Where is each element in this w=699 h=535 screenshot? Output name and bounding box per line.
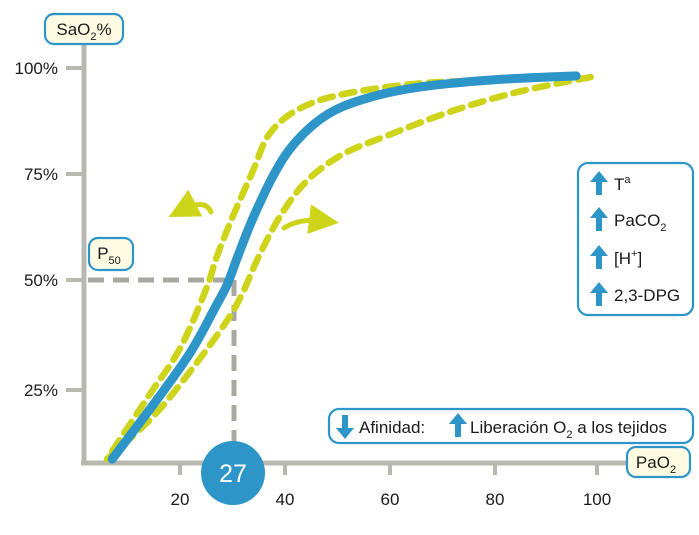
liberacion-text: Liberación O2 a los tejidos [470, 418, 667, 441]
x-axis-title-box [625, 445, 692, 479]
x-tick-label-40: 40 [276, 490, 295, 509]
legend-item-temperature-sup: a [624, 174, 631, 186]
afinidad-text: Afinidad: [359, 418, 425, 437]
annotation-box [327, 407, 695, 445]
down-arrow-icon [336, 415, 354, 439]
liberacion-main: Liberación O [470, 418, 566, 437]
up-arrow-icon [590, 207, 608, 231]
right-shift-factors-legend: Ta PaCO2 [H+] 2,3-DPG [576, 161, 695, 317]
up-arrow-icon [449, 413, 467, 437]
y-axis-title-main: SaO [56, 20, 90, 39]
legend-box [576, 161, 695, 317]
y-axis-title-sub: 2 [90, 31, 96, 43]
p50-label-main: P [97, 244, 108, 263]
x-tick-label-60: 60 [381, 490, 400, 509]
p50-label-sub: 50 [109, 255, 121, 267]
y-ticks: 25% 50% 75% 100% [15, 59, 84, 400]
y-axis-title-text: SaO2% [56, 20, 111, 43]
x-axis-title-sub: 2 [670, 464, 676, 476]
left-shift-arrow [168, 189, 214, 217]
p50-label: P50 [87, 236, 135, 272]
legend-item-hydrogen-ion-suffix: ] [637, 249, 642, 268]
x-tick-label-20: 20 [171, 490, 190, 509]
legend-item-paco2: PaCO2 [590, 207, 666, 234]
legend-item-hydrogen-ion-sup: + [631, 248, 637, 260]
legend-item-paco2-text: PaCO2 [614, 211, 666, 234]
x-ticks: 20 40 60 80 100 [171, 463, 611, 509]
liberacion-sub: 2 [566, 429, 572, 441]
affinity-annotation: Afinidad: Liberación O2 a los tejidos [327, 407, 695, 445]
shift-arrows [168, 189, 339, 235]
up-arrow-icon [590, 171, 608, 195]
p50-label-text: P50 [97, 244, 121, 267]
main-dissociation-curve [107, 71, 581, 464]
p50-x-marker-circle [201, 441, 265, 505]
x-axis-title: PaO2 [625, 445, 692, 479]
y-axis-title: SaO2% [43, 12, 125, 46]
x-tick-label-80: 80 [486, 490, 505, 509]
legend-item-temperature-main: T [614, 175, 624, 194]
y-tick-label-50: 50% [24, 271, 58, 290]
y-axis-title-box [43, 12, 125, 46]
legend-item-temperature: Ta [590, 171, 631, 195]
legend-item-hydrogen-ion-text: [H+] [614, 248, 642, 268]
legend-item-hydrogen-ion-main: [H [614, 249, 631, 268]
y-tick-label-100: 100% [15, 59, 58, 78]
x-axis-title-main: PaO [636, 453, 670, 472]
p50-label-box [87, 236, 135, 272]
x-axis-title-text: PaO2 [636, 453, 676, 476]
y-tick-label-75: 75% [24, 165, 58, 184]
legend-item-temperature-text: Ta [614, 174, 631, 194]
right-shift-arrow [281, 204, 339, 235]
liberacion-suffix: a los tejidos [573, 418, 668, 437]
legend-item-23dpg-text: 2,3-DPG [614, 286, 680, 305]
legend-item-hydrogen-ion: [H+] [590, 245, 642, 269]
y-axis-title-suffix: % [97, 20, 112, 39]
x-tick-label-100: 100 [583, 490, 611, 509]
p50-x-marker: 27 [201, 441, 265, 505]
left-shifted-curve [108, 72, 569, 455]
legend-item-23dpg: 2,3-DPG [590, 282, 680, 306]
right-shifted-curve [103, 72, 601, 463]
curves [103, 71, 601, 464]
legend-item-paco2-main: PaCO [614, 211, 660, 230]
y-tick-label-25: 25% [24, 381, 58, 400]
up-arrow-icon [590, 282, 608, 306]
up-arrow-icon [590, 245, 608, 269]
legend-item-paco2-sub: 2 [660, 222, 666, 234]
p50-x-marker-label: 27 [219, 460, 247, 488]
